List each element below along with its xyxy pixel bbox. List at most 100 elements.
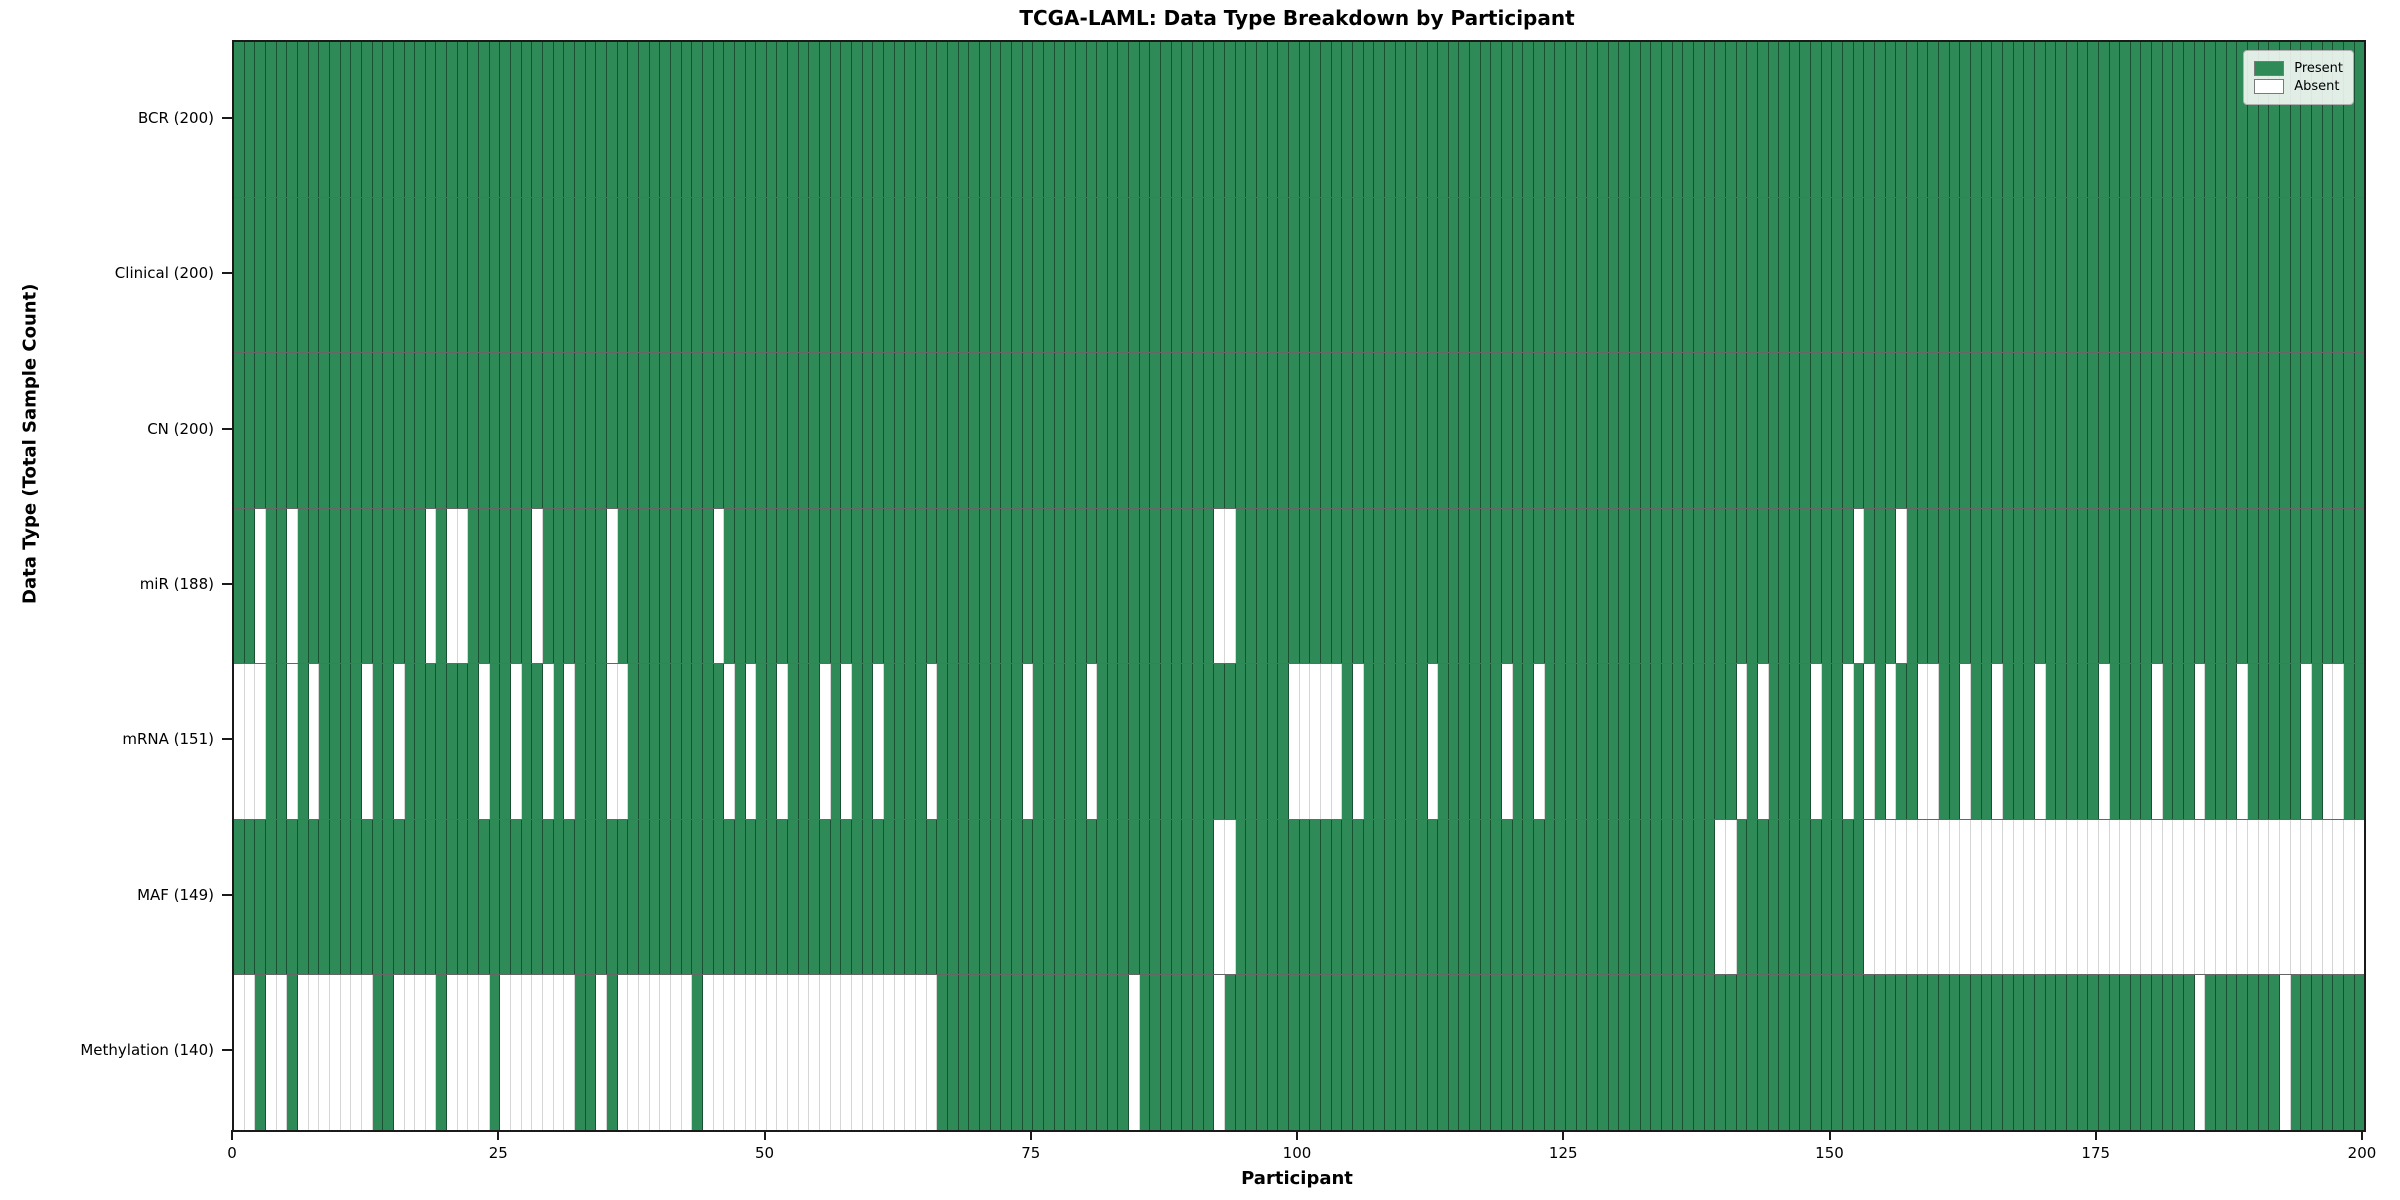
heatmap-cell	[287, 508, 298, 664]
legend-swatch-present	[2254, 61, 2285, 76]
heatmap-cell	[958, 975, 970, 1131]
heatmap-cell	[1832, 42, 1844, 197]
heatmap-cell	[2248, 197, 2259, 353]
heatmap-cell	[724, 42, 735, 197]
heatmap-cell	[1928, 508, 1939, 664]
heatmap-cell	[1097, 819, 1108, 975]
heatmap-cell	[1352, 353, 1364, 508]
heatmap-cell	[1768, 353, 1780, 508]
heatmap-cell	[1534, 508, 1545, 664]
heatmap-cell	[1939, 975, 1950, 1131]
heatmap-cell	[1342, 197, 1353, 353]
heatmap-cell	[2173, 664, 2185, 819]
heatmap-cell	[2162, 197, 2174, 353]
heatmap-cell	[425, 508, 437, 664]
heatmap-cell	[1406, 42, 1417, 197]
heatmap-cell	[1011, 508, 1023, 664]
heatmap-cell	[511, 819, 522, 975]
heatmap-cell	[2290, 975, 2302, 1131]
heatmap-cell	[1097, 353, 1108, 508]
heatmap-cell	[638, 197, 650, 353]
heatmap-cell	[1470, 975, 1481, 1131]
heatmap-cell	[990, 664, 1002, 819]
heatmap-cell	[2162, 508, 2174, 664]
heatmap-cell	[2109, 508, 2121, 664]
heatmap-cell	[649, 197, 661, 353]
heatmap-cell	[2301, 819, 2312, 975]
heatmap-cell	[415, 975, 426, 1131]
heatmap-cell	[990, 353, 1002, 508]
x-tick-label-100: 100	[1282, 1144, 1312, 1162]
heatmap-cell	[1235, 353, 1247, 508]
heatmap-cell	[1395, 508, 1407, 664]
heatmap-cell	[2237, 819, 2249, 975]
heatmap-cell	[297, 975, 309, 1131]
heatmap-cell	[862, 975, 874, 1131]
heatmap-cell	[1811, 975, 1822, 1131]
heatmap-cell	[1310, 975, 1321, 1131]
heatmap-cell	[1448, 508, 1460, 664]
heatmap-cell	[1970, 508, 1982, 664]
heatmap-cell	[532, 975, 544, 1131]
heatmap-cell	[2173, 975, 2185, 1131]
heatmap-cell	[2088, 508, 2099, 664]
chart-title: TCGA-LAML: Data Type Breakdown by Partic…	[1019, 6, 1575, 30]
heatmap-cell	[2056, 42, 2067, 197]
heatmap-cell	[1640, 664, 1652, 819]
heatmap-cell	[1800, 975, 1812, 1131]
heatmap-cell	[1299, 197, 1311, 353]
heatmap-cell	[2333, 664, 2344, 819]
heatmap-cell	[1853, 975, 1865, 1131]
heatmap-cell	[1022, 42, 1034, 197]
heatmap-cell	[404, 819, 416, 975]
x-tick-label-25: 25	[488, 1144, 508, 1162]
heatmap-cell	[1054, 664, 1066, 819]
heatmap-cell	[1917, 42, 1929, 197]
heatmap-cell	[1352, 975, 1364, 1131]
heatmap-row-mRNA	[234, 664, 2365, 820]
heatmap-cell	[415, 508, 426, 664]
y-axis-title-text: Data Type (Total Sample Count)	[19, 283, 41, 604]
heatmap-cell	[777, 197, 789, 353]
heatmap-cell	[1651, 353, 1662, 508]
heatmap-cell	[1022, 819, 1034, 975]
heatmap-cell	[713, 197, 725, 353]
heatmap-cell	[766, 197, 778, 353]
heatmap-cell	[447, 42, 458, 197]
heatmap-cell	[383, 975, 394, 1131]
heatmap-cell	[1182, 42, 1194, 197]
heatmap-cell	[841, 353, 853, 508]
heatmap-cell	[724, 353, 735, 508]
heatmap-cell	[2194, 975, 2206, 1131]
heatmap-cell	[1182, 664, 1194, 819]
heatmap-cell	[2013, 975, 2025, 1131]
heatmap-cell	[1459, 819, 1471, 975]
heatmap-cell	[2216, 819, 2227, 975]
heatmap-cell	[1885, 819, 1897, 975]
heatmap-cell	[308, 42, 320, 197]
heatmap-cell	[2066, 197, 2078, 353]
heatmap-cell	[606, 508, 618, 664]
heatmap-cell	[265, 819, 277, 975]
heatmap-cell	[852, 197, 863, 353]
heatmap-cell	[1406, 353, 1417, 508]
heatmap-cell	[1672, 819, 1684, 975]
heatmap-cell	[2056, 975, 2067, 1131]
heatmap-cell	[1917, 664, 1929, 819]
heatmap-cell	[958, 819, 970, 975]
y-tick-label-Clinical: Clinical (200)	[114, 264, 214, 283]
heatmap-cell	[958, 664, 970, 819]
heatmap-cell	[1331, 819, 1343, 975]
heatmap-cell	[1278, 353, 1289, 508]
heatmap-cell	[969, 508, 980, 664]
heatmap-cell	[564, 664, 575, 819]
heatmap-cell	[2301, 42, 2312, 197]
heatmap-cell	[1150, 975, 1162, 1131]
x-tick-label-75: 75	[1021, 1144, 1041, 1162]
heatmap-cell	[1001, 353, 1012, 508]
heatmap-cell	[1118, 197, 1130, 353]
heatmap-cell	[287, 664, 298, 819]
heatmap-cell	[1299, 819, 1311, 975]
heatmap-cell	[1438, 42, 1449, 197]
